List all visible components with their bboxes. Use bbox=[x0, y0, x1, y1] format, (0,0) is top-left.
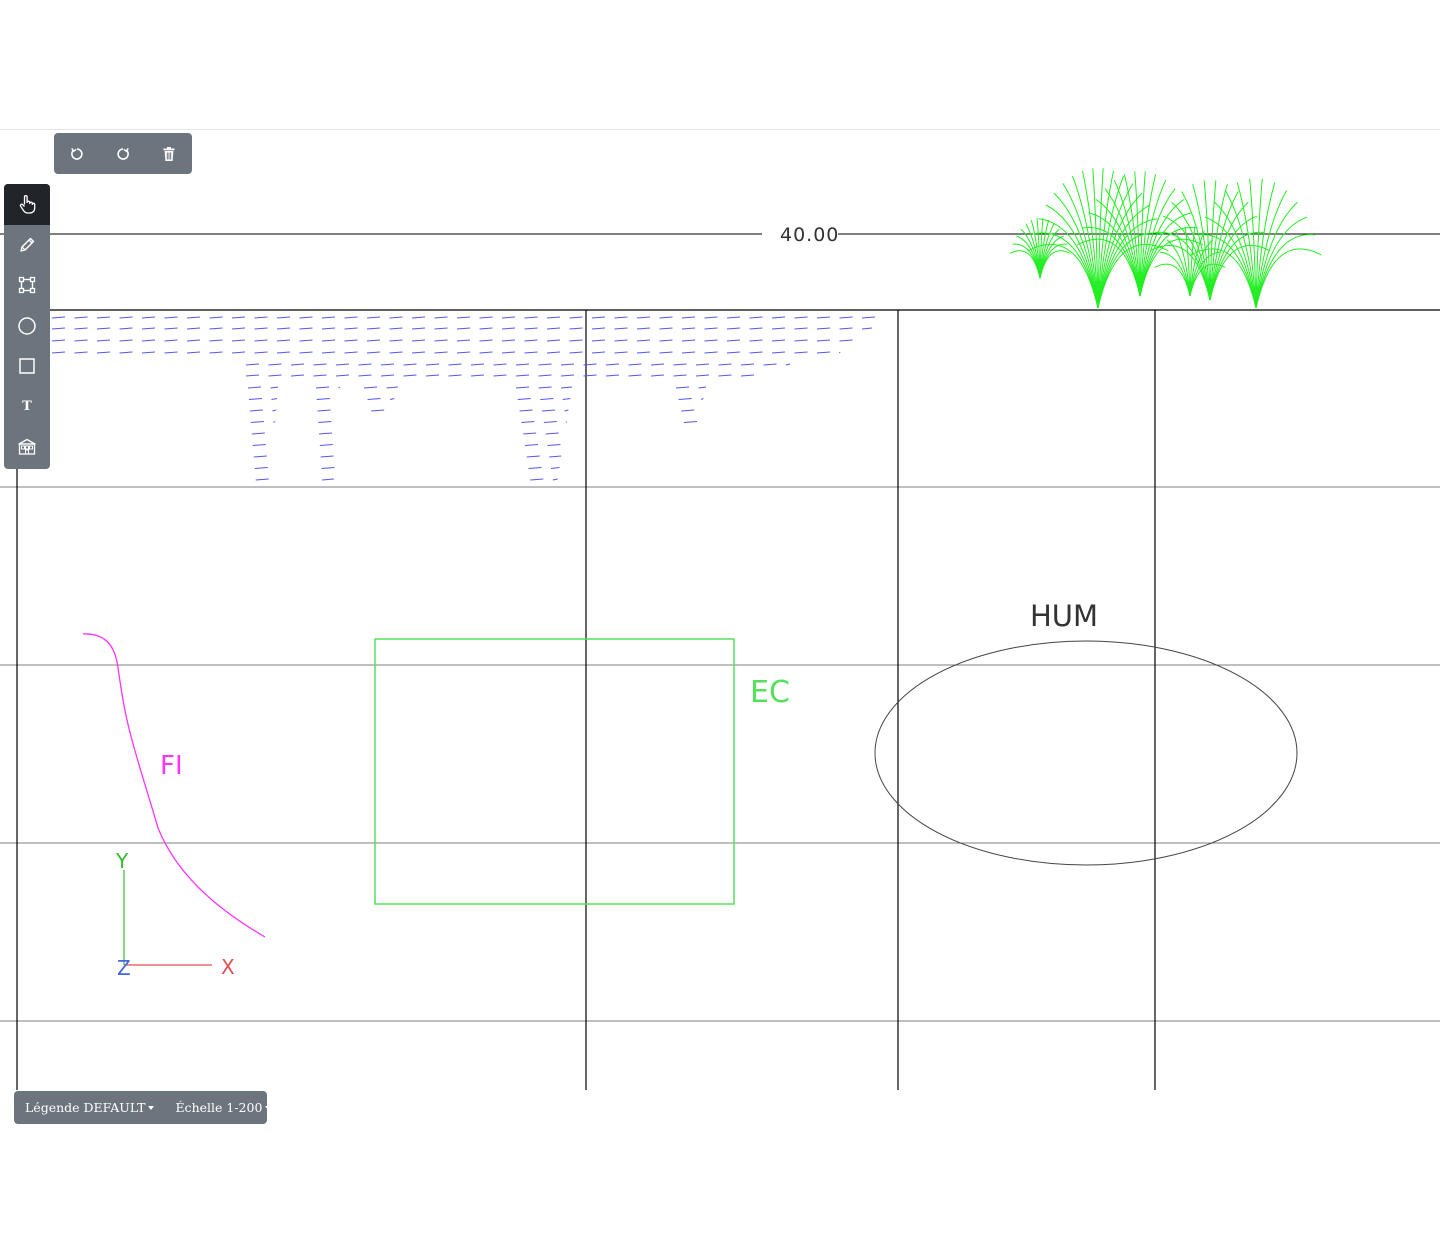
building-icon bbox=[18, 439, 36, 455]
vegetation-plants bbox=[1009, 168, 1322, 309]
caret-down-icon bbox=[148, 1105, 155, 1110]
scale-dropdown[interactable]: Échelle 1-200 bbox=[175, 1100, 272, 1115]
ucs-axis-indicator: Y X Z bbox=[115, 849, 235, 980]
axis-z-label: Z bbox=[117, 956, 131, 980]
scale-label: Échelle 1-200 bbox=[175, 1100, 263, 1115]
fi-label: FI bbox=[160, 751, 183, 781]
text-tool[interactable]: T bbox=[4, 387, 50, 428]
hand-pointer-icon bbox=[19, 195, 36, 214]
polygon-tool[interactable] bbox=[4, 265, 50, 306]
undo-button[interactable] bbox=[54, 133, 100, 174]
bottom-status-bar: Légende DEFAULT Échelle 1-200 bbox=[14, 1091, 272, 1124]
redo-icon bbox=[117, 147, 129, 160]
history-toolbar bbox=[54, 133, 192, 174]
ec-label: EC bbox=[750, 675, 790, 710]
trash-icon bbox=[163, 146, 175, 161]
tool-palette: T bbox=[4, 184, 50, 469]
legend-dropdown[interactable]: Légende DEFAULT bbox=[25, 1100, 155, 1115]
library-tool[interactable] bbox=[4, 427, 50, 468]
header-divider bbox=[0, 129, 1440, 130]
level-label: 40.00 bbox=[780, 224, 839, 246]
axis-x-label: X bbox=[221, 955, 235, 979]
delete-button[interactable] bbox=[146, 133, 192, 174]
circle-tool[interactable] bbox=[4, 306, 50, 347]
rectangle-tool[interactable] bbox=[4, 346, 50, 387]
circle-icon bbox=[18, 317, 36, 335]
redo-button[interactable] bbox=[100, 133, 146, 174]
legend-label: Légende DEFAULT bbox=[25, 1100, 146, 1115]
pencil-icon bbox=[20, 237, 35, 252]
axis-y-label: Y bbox=[115, 849, 129, 873]
fi-curve[interactable] bbox=[82, 633, 266, 938]
text-icon: T bbox=[22, 399, 32, 415]
ec-rectangle[interactable] bbox=[374, 638, 735, 905]
pointer-tool[interactable] bbox=[4, 184, 50, 225]
square-icon bbox=[19, 358, 35, 374]
pencil-tool[interactable] bbox=[4, 225, 50, 266]
vector-square-icon bbox=[18, 277, 36, 294]
hum-label: HUM bbox=[1030, 599, 1098, 633]
water-hatch bbox=[51, 316, 876, 481]
caret-down-icon bbox=[265, 1105, 272, 1110]
hum-ellipse[interactable] bbox=[874, 640, 1298, 866]
grid-lines bbox=[0, 233, 1440, 1090]
undo-icon bbox=[71, 147, 83, 160]
